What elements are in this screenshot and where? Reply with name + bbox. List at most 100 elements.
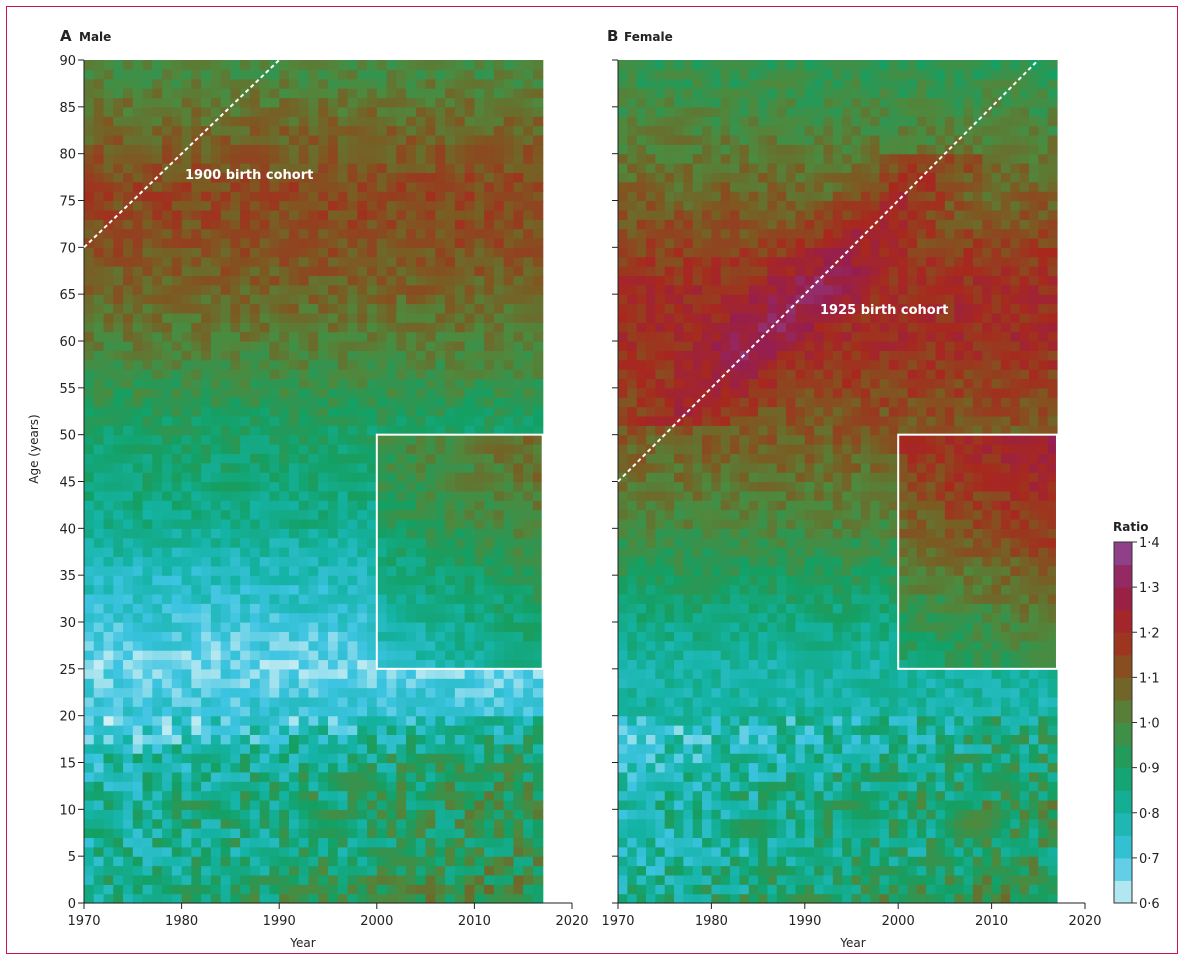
heat-cell xyxy=(269,790,280,801)
heat-cell xyxy=(93,603,105,614)
heat-cell xyxy=(464,537,475,548)
heat-cell xyxy=(425,163,436,173)
heat-cell xyxy=(210,453,222,464)
heat-cell xyxy=(181,312,192,323)
heat-cell xyxy=(220,237,231,248)
heat-cell xyxy=(415,706,427,717)
heat-cell xyxy=(240,481,251,492)
heat-cell xyxy=(318,725,329,735)
heat-cell xyxy=(249,678,261,689)
heat-cell xyxy=(683,612,694,623)
heat-cell xyxy=(152,303,163,314)
heat-cell xyxy=(288,116,300,127)
heat-cell xyxy=(279,500,290,511)
heat-cell xyxy=(646,163,656,173)
heat-cell xyxy=(474,696,485,707)
heat-cell xyxy=(396,734,407,745)
heat-cell xyxy=(298,312,310,323)
heat-cell xyxy=(84,322,95,333)
heat-cell xyxy=(406,359,417,370)
heat-cell xyxy=(664,181,675,192)
heat-cell xyxy=(328,284,339,295)
heat-cell xyxy=(646,406,656,417)
heat-cell xyxy=(415,163,427,173)
heat-cell xyxy=(618,575,628,586)
heat-cell xyxy=(386,650,397,661)
y-tick-label: 80 xyxy=(59,148,76,163)
heat-cell xyxy=(445,78,456,89)
heat-cell xyxy=(376,462,388,473)
heat-cell xyxy=(93,256,105,267)
heat-cell xyxy=(646,856,656,867)
heat-cell xyxy=(220,631,231,642)
heat-cell xyxy=(288,322,300,333)
heat-cell xyxy=(308,809,319,820)
heat-cell xyxy=(103,509,114,520)
heat-cell xyxy=(674,725,684,735)
heat-cell xyxy=(454,696,466,707)
heat-cell xyxy=(171,874,183,885)
heat-cell xyxy=(484,247,495,258)
heat-cell xyxy=(103,518,114,529)
heat-cell xyxy=(132,518,144,529)
heat-cell xyxy=(103,331,114,342)
heat-cell xyxy=(493,837,505,848)
heat-cell xyxy=(171,650,183,661)
heat-cell xyxy=(152,799,163,810)
heat-cell xyxy=(132,181,144,192)
heat-cell xyxy=(664,256,675,267)
heat-cell xyxy=(113,153,124,164)
heat-cell xyxy=(162,434,173,445)
heat-cell xyxy=(269,837,280,848)
heat-cell xyxy=(279,706,290,717)
heat-cell xyxy=(152,209,163,220)
y-tick-label: 0 xyxy=(68,897,76,912)
heat-cell xyxy=(337,537,349,548)
heat-cell xyxy=(279,874,290,885)
heat-cell xyxy=(627,659,638,670)
heat-cell xyxy=(357,228,368,239)
heat-cell xyxy=(532,228,544,239)
heat-cell xyxy=(376,668,388,679)
heat-cell xyxy=(464,481,475,492)
heat-cell xyxy=(674,818,684,829)
heat-cell xyxy=(308,603,319,614)
heat-cell xyxy=(532,303,544,314)
heat-cell xyxy=(464,856,475,867)
heat-cell xyxy=(191,256,202,267)
heat-cell xyxy=(627,294,638,305)
heat-cell xyxy=(191,734,202,745)
heat-cell xyxy=(269,153,280,164)
heat-cell xyxy=(664,106,675,117)
heat-cell xyxy=(367,219,378,230)
heat-cell xyxy=(210,725,222,735)
heat-cell xyxy=(435,434,446,445)
heat-cell xyxy=(655,762,666,773)
heat-cell xyxy=(636,556,647,567)
heat-cell xyxy=(636,753,647,764)
heat-cell xyxy=(113,762,124,773)
heat-cell xyxy=(683,818,694,829)
heat-cell xyxy=(406,893,417,904)
heat-cell xyxy=(493,556,505,567)
heat-cell xyxy=(532,547,544,558)
heat-cell xyxy=(454,893,466,904)
heat-cell xyxy=(454,781,466,792)
heat-cell xyxy=(288,799,300,810)
heat-cell xyxy=(84,856,95,867)
heat-cell xyxy=(259,650,271,661)
heat-cell xyxy=(298,490,310,501)
heat-cell xyxy=(627,650,638,661)
heat-cell xyxy=(162,631,173,642)
heat-cell xyxy=(655,331,666,342)
heat-cell xyxy=(474,116,485,127)
heat-cell xyxy=(683,659,694,670)
heat-cell xyxy=(201,303,212,314)
heat-cell xyxy=(308,359,319,370)
heat-cell xyxy=(259,116,271,127)
heat-cell xyxy=(269,874,280,885)
heat-cell xyxy=(376,106,388,117)
heat-cell xyxy=(210,237,222,248)
heat-cell xyxy=(132,884,144,895)
heat-cell xyxy=(288,743,300,754)
